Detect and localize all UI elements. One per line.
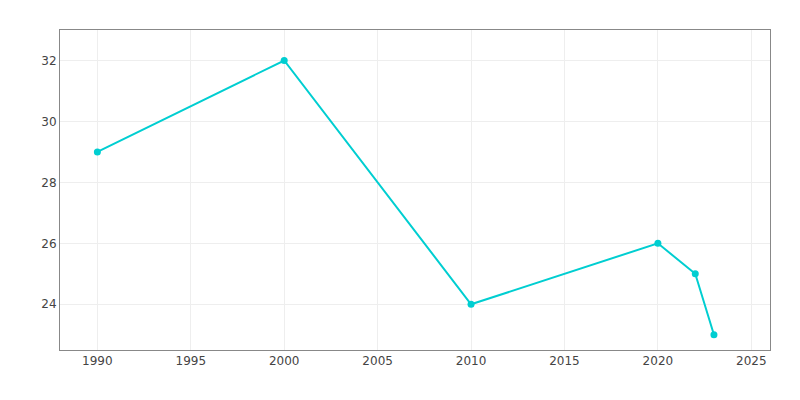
svg-text:28: 28 [41, 176, 56, 190]
svg-text:1995: 1995 [176, 354, 207, 368]
svg-text:2020: 2020 [643, 354, 674, 368]
svg-text:1990: 1990 [82, 354, 113, 368]
svg-text:2025: 2025 [736, 354, 767, 368]
svg-text:2015: 2015 [549, 354, 580, 368]
svg-text:26: 26 [41, 237, 56, 251]
svg-text:2005: 2005 [362, 354, 393, 368]
svg-text:24: 24 [41, 297, 56, 311]
svg-text:32: 32 [41, 54, 56, 68]
svg-text:2010: 2010 [456, 354, 487, 368]
svg-text:2000: 2000 [269, 354, 300, 368]
svg-text:30: 30 [41, 115, 56, 129]
